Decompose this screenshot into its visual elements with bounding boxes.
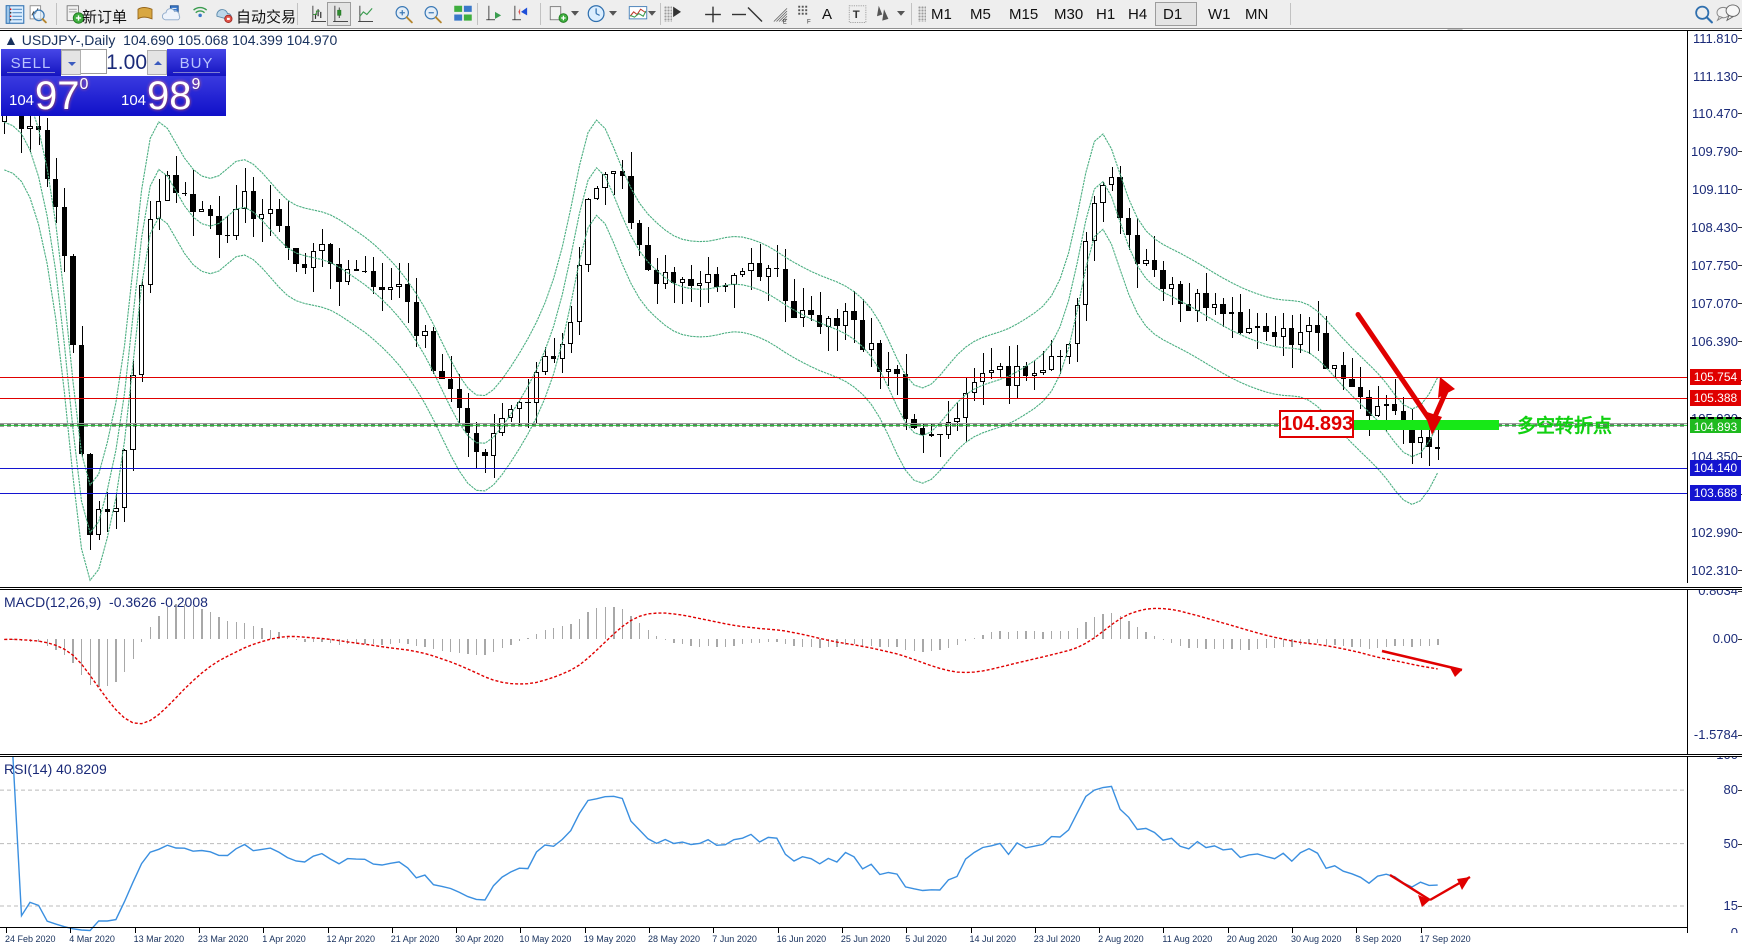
svg-text:F: F (807, 18, 811, 25)
svg-text:T: T (853, 9, 860, 21)
svg-text:E: E (783, 18, 787, 25)
